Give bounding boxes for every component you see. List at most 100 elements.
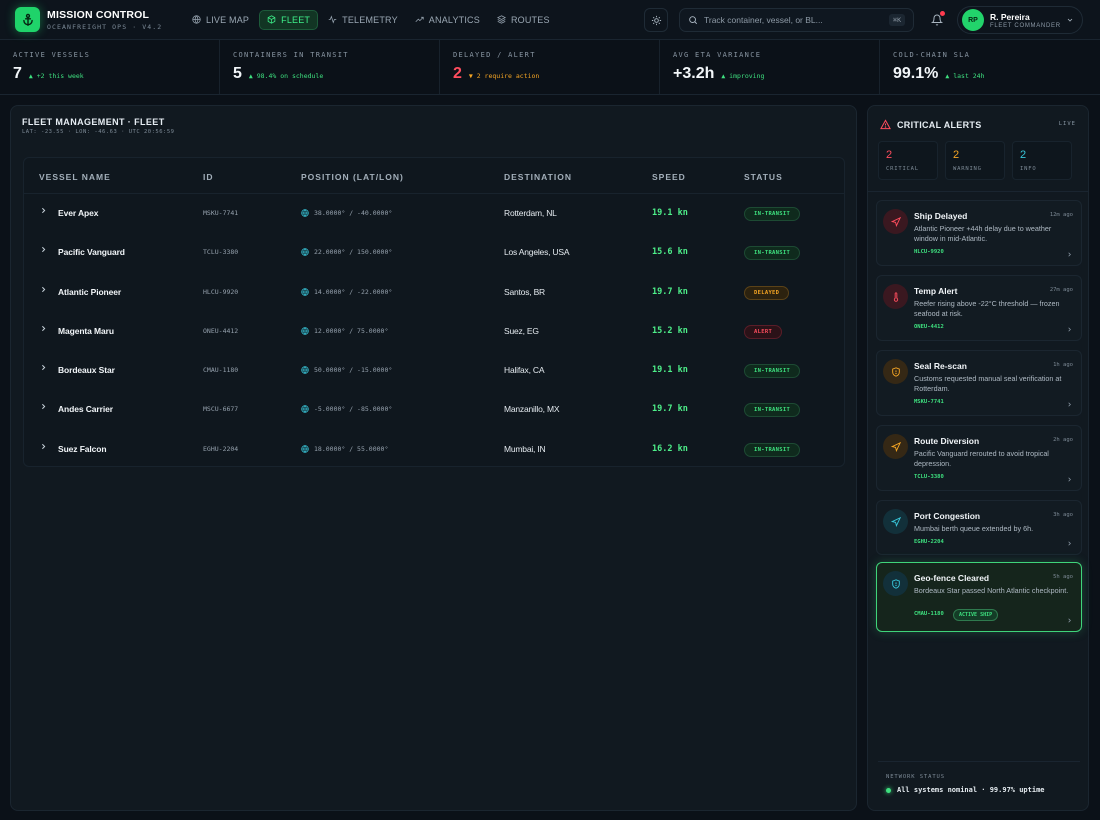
vessel-speed: 15.6 kn [652,247,688,258]
theme-toggle-button[interactable] [644,8,668,32]
chevron-right-icon[interactable] [39,285,48,294]
table-row[interactable]: Atlantic Pioneer HLCU-9920 14.0000° / -2… [24,273,844,312]
alert-title: Seal Re-scan [914,361,967,371]
chevron-right-icon[interactable] [39,363,48,372]
alert-card[interactable]: Seal Re-scan 1h ago Customs requested ma… [876,350,1082,416]
avatar: RP [962,9,984,31]
fleet-panel: FLEET MANAGEMENT · FLEET LAT: -23.55 · L… [10,105,857,811]
table-row[interactable]: Suez Falcon EGHU-2204 18.0000° / 55.0000… [24,430,844,469]
table-row[interactable]: Andes Carrier MSCU-6677 -5.0000° / -85.0… [24,390,844,429]
count-warning[interactable]: 2 WARNING [945,141,1005,180]
search-icon [689,16,698,25]
nav-fleet[interactable]: FLEET [259,9,319,30]
vessel-speed: 15.2 kn [652,325,688,336]
vessel-position: 50.0000° / -15.0000° [301,366,392,374]
chevron-right-icon[interactable] [1066,401,1073,408]
vessel-name: Bordeaux Star [58,365,115,376]
alert-code[interactable]: CMAU-1180 [914,611,944,617]
alert-code[interactable]: TCLU-3380 [914,474,944,480]
count-number: 2 [886,149,893,161]
globe-icon [301,405,309,414]
vessel-name: Pacific Vanguard [58,247,125,258]
chevron-right-icon[interactable] [1066,540,1073,547]
navigation-icon [883,209,908,234]
table-row[interactable]: Ever Apex MSKU-7741 38.0000° / -40.0000°… [24,194,844,233]
vessel-position: 38.0000° / -40.0000° [301,209,392,217]
alert-code[interactable]: HLCU-9920 [914,249,944,255]
kpi-value: +3.2h [673,65,715,82]
column-header[interactable]: VESSEL NAME [39,172,111,182]
alert-time: 1h ago [1053,362,1073,368]
vessel-id: MSCU-6677 [203,405,239,414]
position-text: 50.0000° / -15.0000° [314,366,393,375]
nav-label: ROUTES [510,14,550,25]
status-badge: IN-TRANSIT [744,207,801,221]
column-header[interactable]: ID [203,172,214,182]
alert-card[interactable]: Route Diversion 2h ago Pacific Vanguard … [876,425,1082,491]
alert-card[interactable]: Temp Alert 27m ago Reefer rising above -… [876,275,1082,341]
count-info[interactable]: 2 INFO [1012,141,1072,180]
chevron-right-icon[interactable] [39,442,48,451]
nav-routes[interactable]: ROUTES [490,10,557,30]
bell-icon [931,14,943,26]
notification-dot [940,11,945,16]
network-status: NETWORK STATUS All systems nominal · 99.… [878,761,1080,803]
chevron-right-icon[interactable] [1066,617,1073,624]
top-bar: MISSION CONTROL OCEANFREIGHT OPS · V4.2 … [0,0,1100,40]
column-header[interactable]: DESTINATION [504,172,572,182]
alert-card[interactable]: Geo-fence Cleared 5h ago Bordeaux Star p… [876,562,1082,632]
alert-description: Pacific Vanguard rerouted to avoid tropi… [914,449,1049,468]
alert-code[interactable]: ONEU-4412 [914,324,944,330]
table-row[interactable]: Magenta Maru ONEU-4412 12.0000° / 75.000… [24,312,844,351]
brand[interactable]: MISSION CONTROL OCEANFREIGHT OPS · V4.2 [15,7,185,32]
vessel-destination: Manzanillo, MX [504,404,560,415]
column-header[interactable]: STATUS [744,172,783,182]
vessel-destination: Suez, EG [504,325,539,336]
chevron-right-icon[interactable] [39,402,48,411]
chevron-right-icon[interactable] [1066,476,1073,483]
vessel-destination: Halifax, CA [504,365,545,376]
search-input[interactable] [704,15,890,25]
kpi-label: AVG ETA VARIANCE [673,51,762,59]
kpi-value: 99.1% [893,65,939,82]
nav-label: LIVE MAP [206,14,250,25]
nav-analytics[interactable]: ANALYTICS [408,10,487,30]
chevron-right-icon[interactable] [39,206,48,215]
alerts-panel: CRITICAL ALERTS LIVE 2 CRITICAL 2 WARNIN… [867,105,1089,811]
alert-card[interactable]: Ship Delayed 12m ago Atlantic Pioneer +4… [876,200,1082,266]
column-header[interactable]: POSITION (LAT/LON) [301,172,404,182]
vessel-position: 18.0000° / 55.0000° [301,445,388,453]
chevron-right-icon[interactable] [1066,326,1073,333]
chevron-right-icon[interactable] [39,245,48,254]
navigation-icon [883,509,908,534]
count-label: WARNING [953,166,982,172]
network-text: All systems nominal · 99.97% uptime [897,786,1045,794]
count-number: 2 [953,149,960,161]
table-row[interactable]: Bordeaux Star CMAU-1180 50.0000° / -15.0… [24,351,844,390]
navigation-icon [883,434,908,459]
vessel-speed: 19.7 kn [652,286,688,297]
column-header[interactable]: SPEED [652,172,686,182]
warning-icon [880,119,891,130]
alert-code[interactable]: EGHU-2204 [914,539,944,545]
table-row[interactable]: Pacific Vanguard TCLU-3380 22.0000° / 15… [24,233,844,272]
alert-code[interactable]: MSKU-7741 [914,399,944,405]
alert-card[interactable]: Port Congestion 3h ago Mumbai berth queu… [876,500,1082,555]
kpi-value: 2 [453,65,462,82]
user-role: FLEET COMMANDER [990,22,1061,29]
nav-telemetry[interactable]: TELEMETRY [321,10,405,30]
user-menu[interactable]: RP R. Pereira FLEET COMMANDER [957,6,1083,34]
kpi-delayed-alert: DELAYED / ALERT 2 ▼ 2 require action [440,40,660,94]
shield-icon [883,359,908,384]
count-critical[interactable]: 2 CRITICAL [878,141,938,180]
anchor-icon [15,7,40,32]
user-name: R. Pereira [990,11,1030,22]
notifications-button[interactable] [927,9,947,31]
nav-live-map[interactable]: LIVE MAP [185,10,256,30]
alert-title: Geo-fence Cleared [914,573,990,583]
kpi-label: DELAYED / ALERT [453,51,536,59]
chevron-right-icon[interactable] [1066,251,1073,258]
pulse-icon [328,15,337,24]
status-badge: IN-TRANSIT [744,442,801,457]
chevron-right-icon[interactable] [39,324,48,333]
